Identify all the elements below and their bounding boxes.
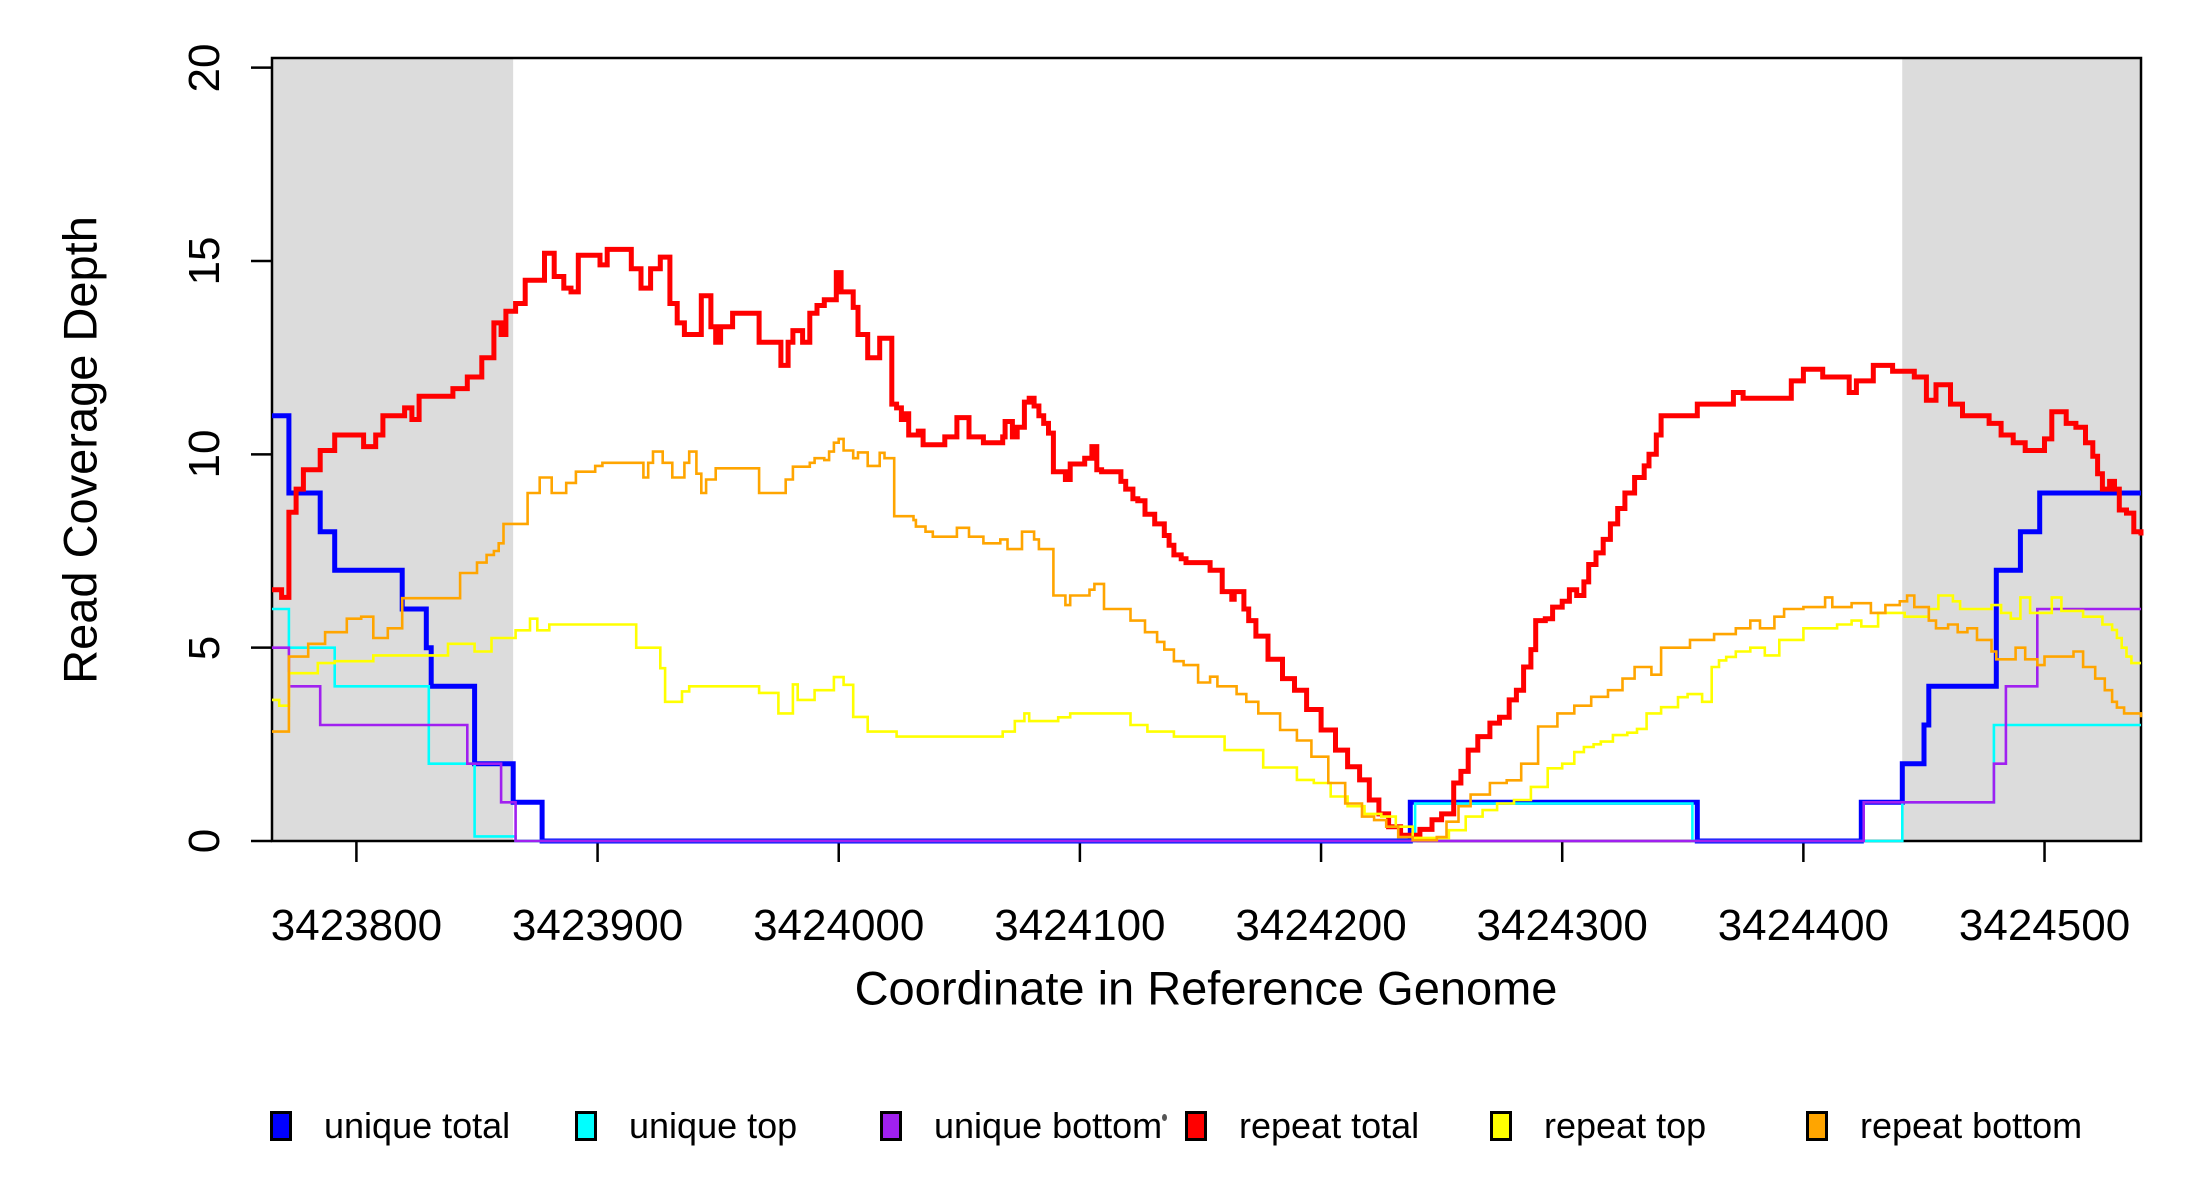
- series-line-repeat-bottom: [272, 437, 2143, 842]
- legend-item-repeat-bottom: repeat bottom: [1806, 1105, 2083, 1146]
- legend-item-unique-total: unique total: [270, 1105, 511, 1146]
- series-line-repeat-total: [272, 246, 2144, 838]
- legend-label: unique top: [629, 1105, 798, 1146]
- legend-swatch-unique-top-icon: [575, 1111, 597, 1141]
- x-tick-label: 3424400: [1717, 901, 1890, 950]
- legend-label: repeat bottom: [1860, 1105, 2083, 1146]
- x-tick-label: 3423900: [511, 901, 684, 950]
- shaded-region-right: [1902, 59, 2141, 840]
- legend-item-unique-bottom: unique bottom: [880, 1105, 1163, 1146]
- x-tick-label: 3424200: [1235, 901, 1407, 950]
- x-tick-label: 3424100: [994, 901, 1166, 950]
- series-line-repeat-top: [272, 594, 2141, 840]
- x-tick-label: 3424500: [1958, 901, 2131, 950]
- y-tick-label: 0: [180, 828, 229, 854]
- legend-label: repeat total: [1239, 1105, 1420, 1146]
- x-tick-label: 3424300: [1476, 901, 1648, 950]
- legend-item-unique-top: unique top: [575, 1105, 798, 1146]
- x-tick-label: 3423800: [270, 901, 443, 950]
- y-axis-title: Read Coverage Depth: [53, 216, 107, 684]
- series-line-unique-bottom: [272, 607, 2141, 843]
- legend-label: unique bottom: [934, 1105, 1163, 1146]
- legend-item-repeat-top: repeat top: [1490, 1105, 1707, 1146]
- legend-swatch-repeat-top-icon: [1490, 1111, 1512, 1141]
- y-tick-label: 10: [180, 429, 229, 479]
- legend-label: unique total: [324, 1105, 511, 1146]
- legend-swatch-repeat-bottom-icon: [1806, 1111, 1828, 1141]
- legend-label: repeat top: [1544, 1105, 1707, 1146]
- y-tick-label: 20: [180, 43, 229, 93]
- x-axis-title: Coordinate in Reference Genome: [854, 961, 1558, 1015]
- legend-swatch-unique-bottom-icon: [880, 1111, 902, 1141]
- y-tick-label: 15: [180, 236, 229, 286]
- y-tick-label: 5: [180, 635, 229, 660]
- plot-border: [270, 56, 2143, 843]
- x-tick-label: 3424000: [753, 901, 925, 950]
- legend-swatch-repeat-total-icon: [1185, 1111, 1207, 1141]
- stray-dot: [1162, 1114, 1167, 1121]
- legend-swatch-unique-total-icon: [270, 1111, 292, 1141]
- legend-item-repeat-total: repeat total: [1185, 1105, 1420, 1146]
